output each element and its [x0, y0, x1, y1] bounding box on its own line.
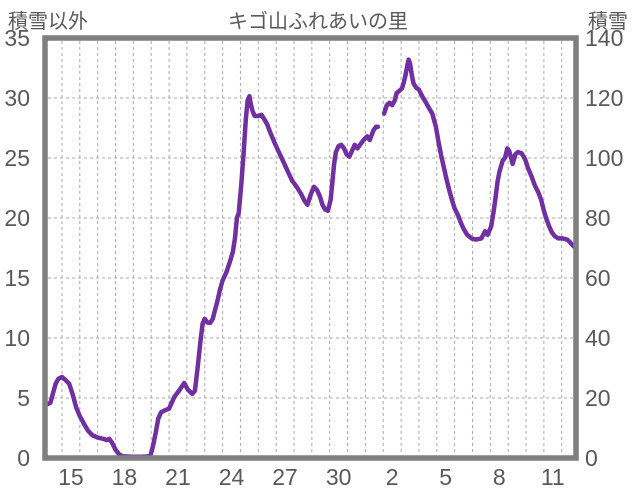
x-axis-tick: 11 [540, 464, 565, 490]
y-axis-tick-right: 40 [585, 325, 611, 351]
y-axis-tick-right: 0 [585, 445, 598, 471]
x-axis-tick: 30 [325, 464, 352, 490]
x-axis-tick: 27 [272, 464, 298, 490]
x-axis-tick: 5 [439, 464, 453, 490]
y-axis-tick-left: 30 [4, 85, 30, 111]
snow-depth-line [45, 93, 381, 460]
left-axis-unit-label: 積雪以外 [8, 11, 88, 33]
x-axis-tick: 8 [492, 464, 506, 490]
y-axis-tick-right: 80 [585, 205, 611, 231]
x-axis-tick: 2 [385, 464, 399, 490]
y-axis-tick-right: 120 [585, 85, 624, 111]
x-axis-tick: 15 [58, 464, 84, 490]
right-axis-unit-label: 積雪 [588, 11, 628, 33]
y-axis-tick-left: 35 [4, 25, 30, 51]
y-axis-tick-left: 15 [4, 265, 30, 291]
y-axis-tick-right: 140 [585, 25, 624, 51]
x-axis-tick: 21 [165, 464, 191, 490]
x-axis-tick: 18 [111, 464, 138, 490]
snow-depth-line [381, 57, 577, 250]
y-axis-tick-left: 10 [4, 325, 30, 351]
x-axis-tick: 24 [218, 464, 245, 490]
y-axis-tick-left: 25 [4, 145, 30, 171]
plot-frame [42, 35, 579, 461]
y-axis-tick-left: 5 [17, 385, 30, 411]
y-axis-tick-right: 100 [585, 145, 624, 171]
chart-title: キゴ山ふれあいの里 [228, 11, 408, 33]
y-axis-tick-right: 60 [585, 265, 611, 291]
y-axis-tick-right: 20 [585, 385, 611, 411]
y-axis-tick-left: 0 [17, 445, 30, 471]
y-axis-tick-left: 20 [4, 205, 30, 231]
